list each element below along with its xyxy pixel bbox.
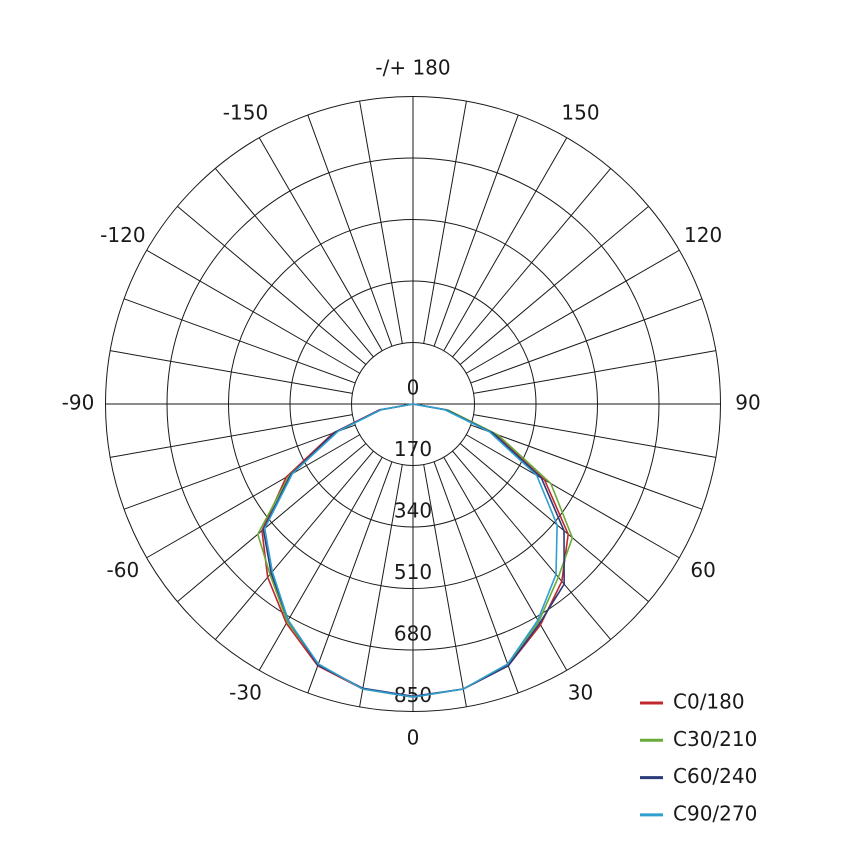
grid-ring bbox=[351, 342, 475, 466]
theta-tick-label: -60 bbox=[107, 558, 140, 582]
series-line bbox=[263, 403, 558, 698]
grid-ring bbox=[105, 96, 721, 712]
theta-tick-label: -120 bbox=[100, 223, 145, 247]
grid-ring bbox=[228, 219, 598, 589]
theta-tick-label: 90 bbox=[735, 391, 760, 415]
legend-label: C0/180 bbox=[673, 690, 745, 714]
theta-tick-label: -/+ 180 bbox=[375, 56, 450, 80]
theta-tick-label: 60 bbox=[690, 558, 715, 582]
r-tick-label: 170 bbox=[394, 437, 432, 461]
grid-ring bbox=[289, 280, 537, 528]
legend-label: C60/240 bbox=[673, 764, 757, 788]
theta-tick-label: -90 bbox=[62, 391, 95, 415]
r-tick-label: 510 bbox=[394, 560, 432, 584]
legend-label: C90/270 bbox=[673, 801, 757, 825]
theta-tick-label: 0 bbox=[407, 726, 420, 750]
theta-tick-label: 120 bbox=[684, 223, 722, 247]
r-tick-label: 680 bbox=[394, 622, 432, 646]
r-tick-label: 0 bbox=[407, 376, 420, 400]
r-tick-label: 340 bbox=[394, 499, 432, 523]
theta-tick-label: 30 bbox=[568, 681, 593, 705]
theta-tick-label: -30 bbox=[229, 681, 262, 705]
legend-label: C30/210 bbox=[673, 727, 757, 751]
theta-tick-label: 150 bbox=[561, 100, 599, 124]
theta-tick-label: -150 bbox=[223, 100, 268, 124]
grid-ring bbox=[166, 157, 660, 651]
